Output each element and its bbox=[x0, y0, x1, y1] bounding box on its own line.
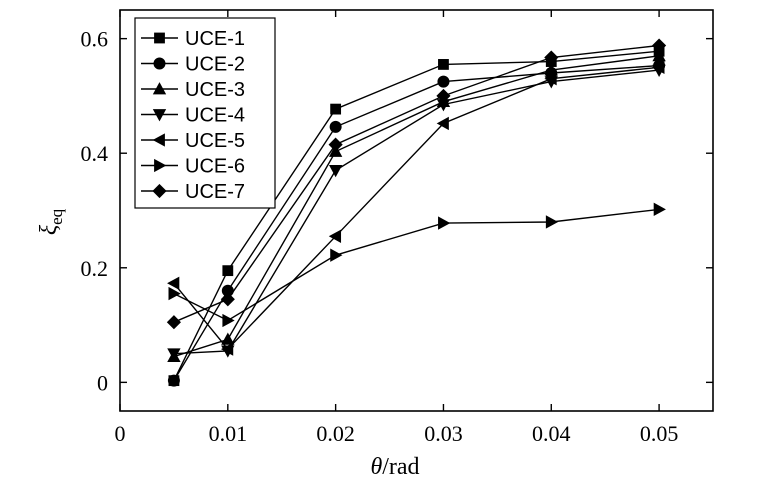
x-tick-label: 0 bbox=[115, 421, 126, 446]
y-axis-subscript: eq bbox=[47, 208, 66, 225]
legend-label: UCE-5 bbox=[185, 130, 245, 152]
series-line bbox=[173, 44, 660, 323]
y-tick-label: 0.4 bbox=[81, 141, 109, 166]
x-axis-symbol: θ bbox=[370, 454, 382, 480]
data-point bbox=[328, 137, 343, 152]
plot-frame bbox=[119, 9, 714, 412]
legend-item: UCE-6 bbox=[141, 156, 245, 178]
x-tick-label: 0.03 bbox=[424, 421, 463, 446]
series-line bbox=[173, 208, 660, 322]
x-tick-label: 0.01 bbox=[209, 421, 248, 446]
legend-label: UCE-4 bbox=[185, 105, 245, 127]
legend-marker bbox=[152, 133, 165, 147]
data-point bbox=[168, 286, 181, 301]
legend-marker bbox=[152, 82, 167, 95]
y-tick-label: 0.2 bbox=[81, 256, 109, 281]
data-point bbox=[436, 88, 451, 103]
x-tick-label: 0.05 bbox=[640, 421, 679, 446]
series-line bbox=[173, 66, 660, 351]
legend-item: UCE-3 bbox=[141, 79, 245, 101]
data-point bbox=[652, 38, 667, 53]
data-point bbox=[167, 276, 180, 290]
data-point bbox=[220, 292, 235, 307]
data-point bbox=[544, 72, 557, 86]
legend-marker bbox=[154, 158, 167, 173]
legend-item: UCE-4 bbox=[141, 105, 245, 127]
series-line bbox=[173, 69, 660, 355]
data-point bbox=[545, 215, 559, 229]
data-point bbox=[222, 265, 234, 277]
y-tick-label: 0.6 bbox=[81, 27, 109, 52]
data-point bbox=[167, 348, 181, 361]
series-uce-5 bbox=[167, 60, 665, 356]
legend-label: UCE-1 bbox=[185, 28, 245, 50]
legend-item: UCE-5 bbox=[141, 130, 245, 152]
series-line bbox=[173, 55, 660, 358]
y-axis-label: ξeq bbox=[36, 208, 66, 235]
series-line bbox=[173, 64, 660, 381]
legend-marker bbox=[153, 57, 166, 70]
legend-marker bbox=[152, 183, 167, 199]
data-point bbox=[653, 202, 666, 217]
series-line bbox=[173, 50, 660, 381]
series-layer bbox=[166, 38, 667, 387]
data-point bbox=[438, 216, 451, 230]
x-axis-label: θ/rad bbox=[370, 454, 419, 480]
legend: UCE-1 UCE-2 UCE-3 UCE-4 UCE-5 UCE-6 UCE-7 bbox=[134, 17, 276, 209]
legend-label: UCE-7 bbox=[185, 181, 245, 203]
data-point bbox=[436, 116, 449, 131]
data-point bbox=[544, 50, 559, 65]
data-point bbox=[437, 75, 450, 88]
data-point bbox=[438, 59, 449, 70]
series-uce-7 bbox=[166, 38, 667, 330]
legend-label: UCE-3 bbox=[185, 79, 245, 101]
x-axis-unit: /rad bbox=[382, 454, 419, 480]
axis-ticks: 0 0.01 0.02 0.03 0.04 0.05 0 0.2 0.4 0.6 bbox=[81, 10, 713, 446]
data-point bbox=[221, 332, 235, 345]
data-point bbox=[328, 229, 342, 243]
legend-marker bbox=[154, 32, 165, 44]
x-tick-label: 0.02 bbox=[316, 421, 355, 446]
data-point bbox=[652, 48, 666, 62]
data-point bbox=[220, 342, 234, 356]
data-point bbox=[330, 248, 343, 262]
data-point bbox=[328, 164, 343, 178]
legend-label: UCE-2 bbox=[185, 54, 245, 76]
legend-item: UCE-7 bbox=[141, 181, 245, 203]
x-tick-label: 0.04 bbox=[532, 421, 571, 446]
data-point bbox=[652, 60, 665, 74]
data-point bbox=[167, 374, 180, 387]
y-tick-label: 0 bbox=[97, 370, 108, 395]
legend-item: UCE-2 bbox=[141, 54, 245, 76]
data-point bbox=[166, 315, 181, 330]
legend-marker bbox=[152, 109, 167, 122]
data-point bbox=[330, 103, 342, 115]
legend-label: UCE-6 bbox=[185, 156, 245, 178]
y-axis-symbol: ξ bbox=[36, 224, 62, 235]
series-uce-6 bbox=[168, 202, 666, 328]
data-point bbox=[222, 313, 235, 328]
legend-item: UCE-1 bbox=[141, 28, 245, 50]
data-point bbox=[329, 120, 342, 133]
